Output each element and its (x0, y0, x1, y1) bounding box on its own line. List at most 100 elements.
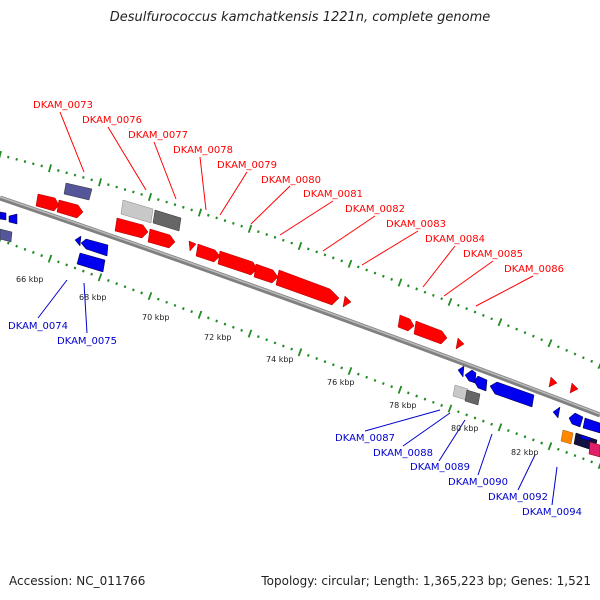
scale-tick (523, 331, 527, 335)
scale-tick (297, 241, 303, 251)
gene-dkam-0092[interactable] (568, 412, 584, 428)
scale-tick (6, 241, 10, 245)
gene-left-blue-2[interactable] (8, 213, 18, 225)
scale-tick (73, 266, 77, 270)
scale-tick (365, 375, 369, 379)
scale-tick (573, 454, 577, 458)
gene-dkam-0083[interactable] (253, 263, 279, 284)
scale-tick (190, 208, 193, 212)
scale-tick (397, 278, 403, 287)
scale-tick (190, 310, 194, 314)
scale-tick (106, 279, 110, 282)
gene-purple-top[interactable] (63, 182, 93, 201)
gene-dkam-0075[interactable] (76, 252, 106, 273)
scale-tick (481, 419, 485, 423)
inner-tick-track (0, 235, 600, 470)
scale-tick (123, 188, 127, 191)
scale-tick (597, 362, 600, 370)
scale-tick (581, 356, 585, 360)
scale-tick (132, 190, 135, 194)
gene-dkam-0076[interactable] (120, 199, 154, 224)
scale-tick (473, 310, 477, 314)
scale-tick (140, 291, 144, 295)
scale-tick (197, 310, 203, 319)
scale-tick (581, 457, 585, 461)
scale-tick (247, 329, 253, 338)
scale-tick (473, 416, 477, 420)
scale-tick (315, 357, 319, 360)
label-dkam-0076: DKAM_0076 (82, 115, 142, 126)
gene-dkam-0080[interactable] (188, 240, 197, 252)
scale-tick (48, 164, 52, 173)
scale-tick (65, 263, 69, 267)
scale-tick (415, 287, 419, 291)
gene-dkam-0079[interactable] (147, 228, 176, 249)
scale-tick (490, 422, 494, 426)
reverse-leader-lines (37, 279, 558, 506)
scale-78: 78 kbp (389, 401, 417, 410)
scale-tick (573, 352, 577, 356)
gene-dkam-0081[interactable] (195, 243, 221, 263)
gene-dkam-0073b[interactable] (56, 199, 84, 219)
scale-tick (340, 259, 344, 263)
scale-tick (197, 208, 203, 217)
gene-left-blue-1[interactable] (0, 211, 7, 221)
gene-dkam-0074[interactable] (80, 238, 109, 257)
scale-tick (140, 193, 143, 196)
scale-tick (590, 359, 594, 363)
scale-tick (323, 360, 327, 364)
label-dkam-0077: DKAM_0077 (128, 130, 188, 141)
gene-dkam-0078[interactable] (114, 217, 149, 239)
scale-tick (156, 297, 160, 301)
gene-dkam-0094a[interactable] (582, 417, 600, 434)
scale-tick (182, 205, 185, 209)
gene-dkam-0089b[interactable] (464, 389, 481, 406)
label-dkam-0092: DKAM_0092 (488, 492, 548, 503)
scale-tick (207, 213, 210, 217)
gene-fwd-extra-2[interactable] (569, 382, 579, 394)
gene-dkam-0094c[interactable] (579, 434, 592, 442)
genome-summary-text: Topology: circular; Length: 1,365,223 bp… (261, 574, 591, 588)
gene-dkam-0088[interactable] (464, 369, 477, 384)
label-dkam-0084: DKAM_0084 (425, 234, 485, 245)
scale-tick (356, 372, 360, 376)
gene-magenta[interactable] (588, 441, 600, 458)
scale-tick (173, 203, 177, 207)
gene-dkam-0074a[interactable] (74, 235, 82, 247)
gene-dkam-0087[interactable] (457, 365, 465, 378)
scale-66: 66 kbp (16, 275, 44, 284)
forward-gene-labels: DKAM_0073 DKAM_0076 DKAM_0077 DKAM_0078 … (33, 100, 564, 275)
gene-dkam-0090[interactable] (489, 381, 535, 408)
gene-fwd-extra-1[interactable] (548, 376, 558, 388)
scale-76: 76 kbp (327, 378, 355, 387)
gene-dkam-0088b[interactable] (473, 375, 488, 392)
gene-dkam-0092a[interactable] (552, 406, 561, 419)
scale-tick (323, 253, 327, 257)
scale-tick (223, 322, 227, 326)
gene-left-purple[interactable] (0, 228, 13, 243)
forward-leader-lines (59, 111, 534, 307)
gene-dkam-0082[interactable] (217, 250, 258, 276)
gene-dkam-0073[interactable] (35, 193, 60, 212)
gene-dkam-0077[interactable] (152, 209, 182, 232)
scale-tick (331, 363, 335, 367)
reverse-strand-genes (0, 211, 600, 458)
label-dkam-0074: DKAM_0074 (8, 321, 68, 332)
gene-dkam-0084[interactable] (275, 269, 340, 306)
gene-dkam-0094[interactable] (560, 429, 574, 445)
scale-tick (373, 378, 377, 382)
gene-dkam-0086a[interactable] (397, 314, 415, 332)
gene-dkam-0086[interactable] (413, 320, 448, 345)
scale-tick (381, 274, 385, 278)
scale-tick (157, 198, 160, 201)
scale-tick (447, 404, 453, 413)
gene-dkam-0085[interactable] (342, 295, 352, 308)
scale-tick (97, 273, 103, 282)
scale-tick (281, 344, 285, 348)
label-dkam-0089: DKAM_0089 (410, 462, 470, 473)
scale-tick (215, 216, 218, 220)
gene-dkam-0086c[interactable] (455, 337, 465, 350)
scale-tick (240, 224, 243, 228)
scale-tick (31, 250, 35, 254)
scale-tick (406, 391, 410, 395)
